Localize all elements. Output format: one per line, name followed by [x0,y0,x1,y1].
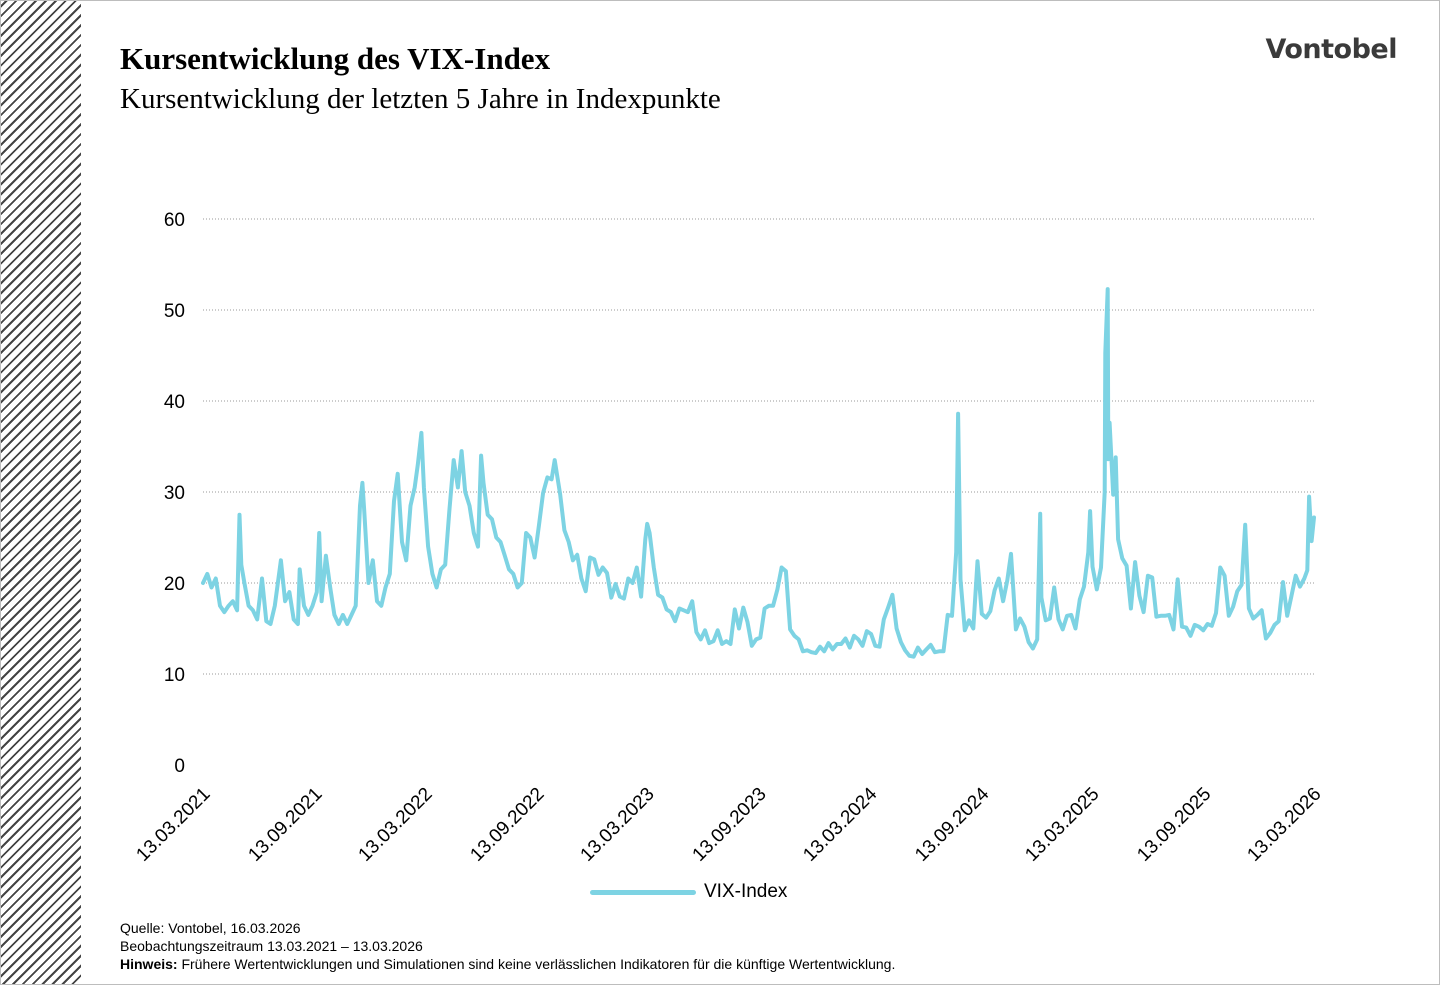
disclaimer-text: Frühere Wertentwicklungen und Simulation… [177,956,896,973]
y-tick-label: 60 [164,210,185,231]
x-tick-label: 13.03.2021 [132,784,214,866]
x-tick-label: 13.03.2025 [1021,784,1103,866]
grid-lines [203,218,1314,675]
hatched-side-stripe [1,1,81,984]
y-tick-label: 20 [164,574,185,595]
observation-period: Beobachtungszeitraum 13.03.2021 – 13.03.… [120,938,423,955]
series-layer [201,287,1316,659]
chart-footer: Quelle: Vontobel, 16.03.2026 Beobachtung… [120,919,895,974]
y-tick-label: 30 [164,483,185,504]
x-tick-label: 13.03.2026 [1243,784,1325,866]
x-tick-label: 13.03.2023 [577,784,659,866]
series-line-vix-index [201,287,1316,659]
x-tick-label: 13.03.2022 [355,784,437,866]
source-note: Quelle: Vontobel, 16.03.2026 [120,920,301,936]
y-tick-label: 50 [164,301,185,322]
y-tick-label: 40 [164,392,185,413]
legend-swatch-vix-index [590,889,696,895]
chart-subtitle: Kursentwicklung der letzten 5 Jahre in I… [120,83,721,115]
vontobel-logo: Vontobel [1265,34,1397,65]
chart-legend: VIX-Index [590,880,787,904]
x-tick-label: 13.09.2024 [911,783,993,865]
x-tick-label: 13.09.2023 [689,784,771,866]
chart-title: Kursentwicklung des VIX-Index [120,41,551,76]
y-tick-label: 0 [174,756,185,777]
x-tick-label: 13.09.2025 [1133,784,1215,866]
y-axis-ticks: 0 10 20 30 40 50 60 [164,210,185,777]
x-axis-ticks: 13.03.2021 13.09.2021 13.03.2022 13.09.2022… [132,783,1325,865]
legend-label-vix-index: VIX-Index [704,881,788,902]
x-tick-label: 13.09.2022 [466,784,548,866]
disclaimer: Hinweis: Frühere Wertentwicklungen und S… [120,955,895,973]
y-tick-label: 10 [164,665,185,686]
disclaimer-label: Hinweis: [120,956,178,973]
x-tick-label: 13.03.2024 [799,783,881,865]
x-tick-label: 13.09.2021 [244,784,326,866]
